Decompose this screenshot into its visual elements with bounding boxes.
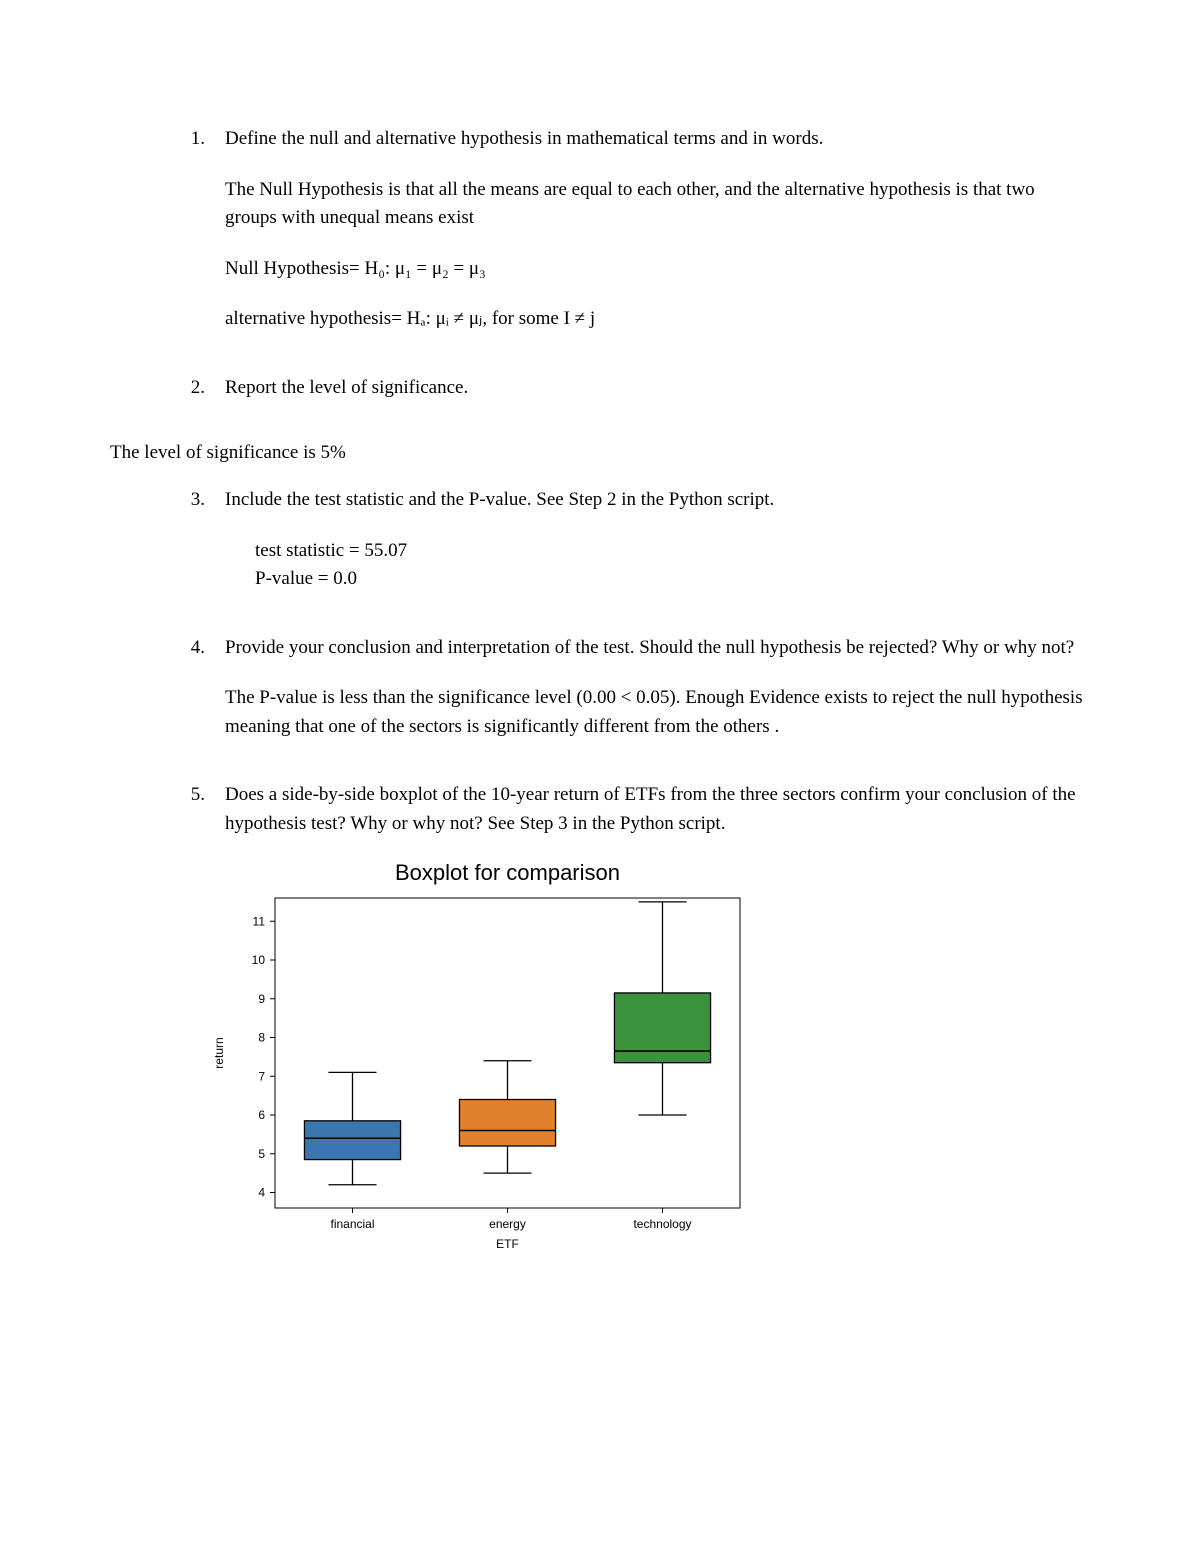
svg-text:5: 5 — [258, 1147, 265, 1161]
svg-text:7: 7 — [258, 1069, 265, 1083]
list-number: 4. — [165, 634, 225, 764]
stat-line: test statistic = 55.07 — [255, 537, 1090, 566]
answer-text: Null Hypothesis= H₀: μ₁ = μ₂ = μ₃ — [225, 255, 1090, 284]
svg-text:financial: financial — [330, 1217, 374, 1231]
question-text: Include the test statistic and the P-val… — [225, 486, 1090, 515]
boxplot-chart: Boxplot for comparison 4 5 6 7 8 9 10 11 return fi… — [205, 850, 1090, 1275]
list-body: Define the null and alternative hypothes… — [225, 125, 1090, 356]
svg-text:4: 4 — [258, 1186, 265, 1200]
list-number: 3. — [165, 486, 225, 616]
list-number: 2. — [165, 374, 225, 425]
svg-text:11: 11 — [253, 914, 266, 928]
svg-text:Boxplot for comparison: Boxplot for comparison — [395, 860, 620, 885]
question-4: 4. Provide your conclusion and interpret… — [110, 634, 1090, 764]
svg-text:8: 8 — [258, 1031, 265, 1045]
boxplot-svg: Boxplot for comparison 4 5 6 7 8 9 10 11 return fi… — [205, 850, 765, 1270]
answer-text: alternative hypothesis= Hₐ: μᵢ ≠ μⱼ, for… — [225, 305, 1090, 334]
svg-text:ETF: ETF — [496, 1237, 519, 1251]
list-body: Does a side-by-side boxplot of the 10-ye… — [225, 781, 1090, 838]
svg-text:return: return — [212, 1037, 226, 1068]
stat-line: P-value = 0.0 — [255, 565, 1090, 594]
answer-text: The level of significance is 5% — [110, 442, 1090, 464]
answer-text: The Null Hypothesis is that all the mean… — [225, 176, 1090, 233]
question-text: Report the level of significance. — [225, 374, 1090, 403]
question-5: 5. Does a side-by-side boxplot of the 10… — [110, 781, 1090, 838]
question-text: Does a side-by-side boxplot of the 10-ye… — [225, 781, 1090, 838]
list-body: Provide your conclusion and interpretati… — [225, 634, 1090, 764]
list-number: 5. — [165, 781, 225, 838]
svg-text:9: 9 — [258, 992, 265, 1006]
list-number: 1. — [165, 125, 225, 356]
question-text: Define the null and alternative hypothes… — [225, 125, 1090, 154]
question-3: 3. Include the test statistic and the P-… — [110, 486, 1090, 616]
svg-text:6: 6 — [258, 1108, 265, 1122]
question-text: Provide your conclusion and interpretati… — [225, 634, 1090, 663]
list-body: Include the test statistic and the P-val… — [225, 486, 1090, 616]
answer-text: The P-value is less than the significanc… — [225, 684, 1090, 741]
svg-text:10: 10 — [252, 953, 266, 967]
svg-text:technology: technology — [633, 1217, 691, 1231]
question-1: 1. Define the null and alternative hypot… — [110, 125, 1090, 356]
question-2: 2. Report the level of significance. — [110, 374, 1090, 425]
svg-text:energy: energy — [489, 1217, 526, 1231]
list-body: Report the level of significance. — [225, 374, 1090, 425]
stats-block: test statistic = 55.07 P-value = 0.0 — [255, 537, 1090, 594]
